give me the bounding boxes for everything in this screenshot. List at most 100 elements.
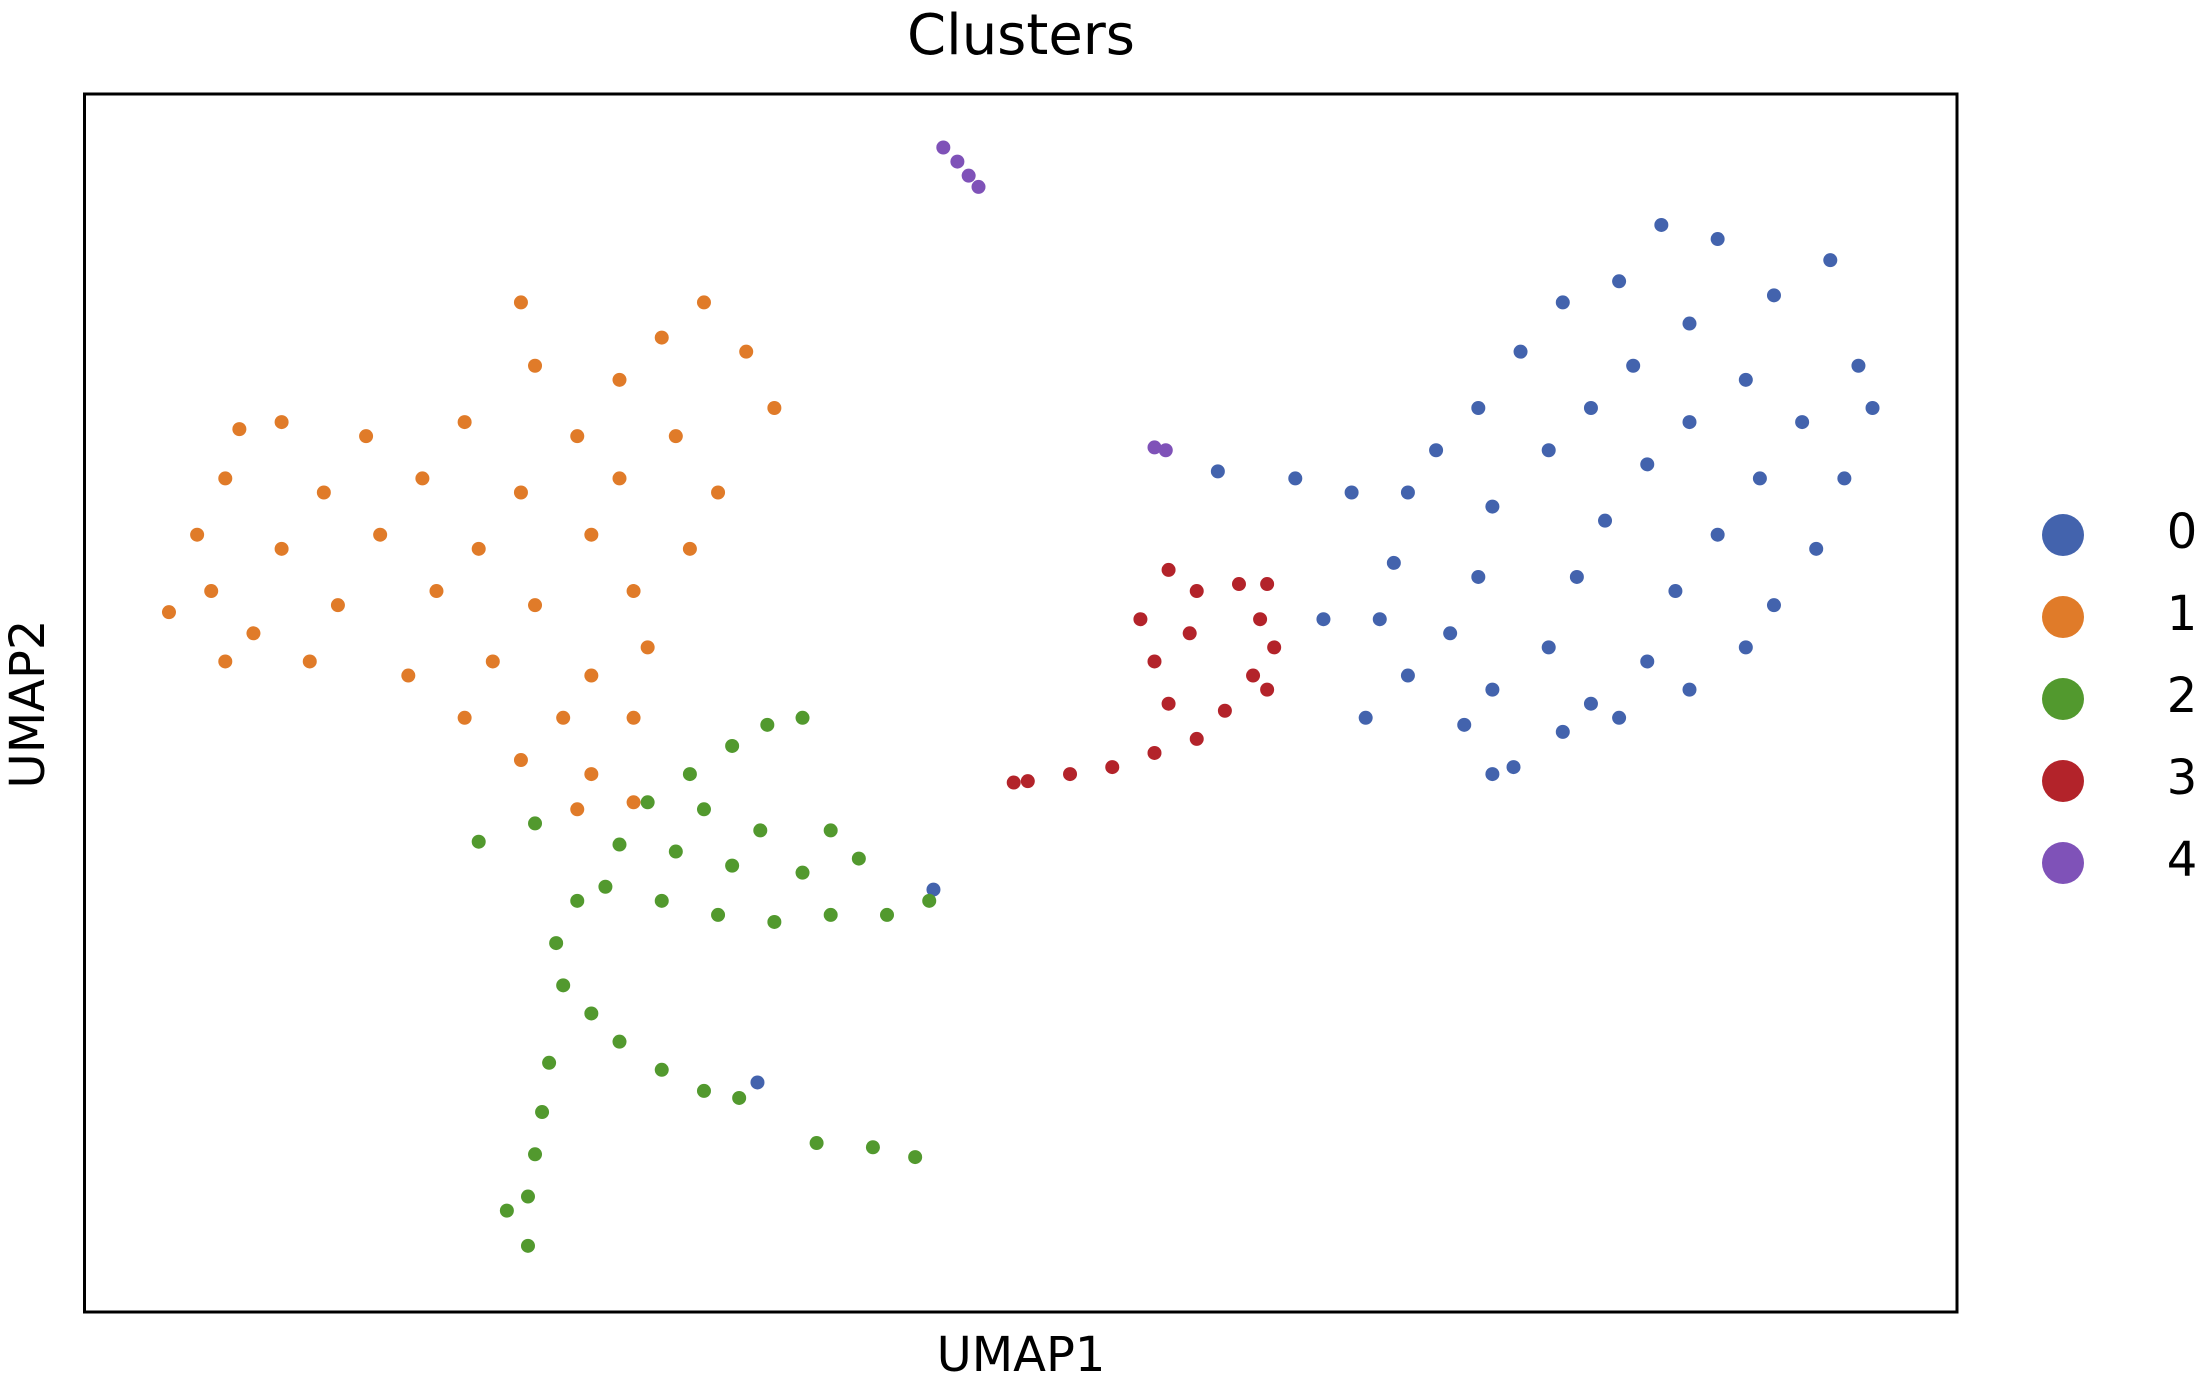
point bbox=[654, 330, 669, 345]
point bbox=[1471, 569, 1486, 584]
point bbox=[809, 1136, 824, 1151]
point bbox=[922, 893, 937, 908]
point bbox=[1583, 401, 1598, 416]
point bbox=[513, 485, 528, 500]
point bbox=[1316, 612, 1331, 627]
point bbox=[725, 738, 740, 753]
point bbox=[1471, 401, 1486, 416]
point bbox=[767, 914, 782, 929]
chart-title: Clusters bbox=[907, 3, 1135, 68]
point bbox=[190, 527, 205, 542]
point bbox=[1158, 443, 1173, 458]
point bbox=[1147, 654, 1162, 669]
point bbox=[654, 893, 669, 908]
point bbox=[1710, 527, 1725, 542]
point bbox=[1161, 696, 1176, 711]
point bbox=[528, 1147, 543, 1162]
legend-marker bbox=[2042, 842, 2084, 884]
point bbox=[598, 879, 613, 894]
point bbox=[1682, 316, 1697, 331]
point bbox=[274, 415, 289, 430]
legend-marker bbox=[2042, 678, 2084, 720]
point bbox=[1682, 682, 1697, 697]
point bbox=[1147, 745, 1162, 760]
legend-label: 1 bbox=[2167, 586, 2198, 642]
legend-label: 2 bbox=[2167, 668, 2198, 724]
point bbox=[1429, 443, 1444, 458]
point bbox=[961, 168, 976, 183]
point bbox=[485, 654, 500, 669]
point bbox=[1246, 668, 1261, 683]
point bbox=[161, 605, 176, 620]
point bbox=[1443, 626, 1458, 641]
point bbox=[457, 415, 472, 430]
point bbox=[556, 978, 571, 993]
point bbox=[753, 823, 768, 838]
point bbox=[1372, 612, 1387, 627]
point bbox=[316, 485, 331, 500]
point bbox=[926, 882, 941, 897]
point bbox=[1654, 217, 1669, 232]
point bbox=[865, 1140, 880, 1155]
point bbox=[950, 154, 965, 169]
point bbox=[823, 907, 838, 922]
point bbox=[570, 429, 585, 444]
point bbox=[626, 584, 641, 599]
points bbox=[161, 140, 1880, 1253]
point bbox=[1189, 584, 1204, 599]
point bbox=[528, 598, 543, 613]
legend: 0 1 2 3 4 bbox=[2042, 504, 2197, 888]
point bbox=[1837, 471, 1852, 486]
point bbox=[1485, 682, 1500, 697]
point bbox=[584, 527, 599, 542]
point bbox=[513, 753, 528, 768]
point bbox=[612, 372, 627, 387]
point bbox=[1541, 640, 1556, 655]
point bbox=[1738, 372, 1753, 387]
point bbox=[1400, 485, 1415, 500]
y-axis-label: UMAP2 bbox=[0, 620, 56, 789]
point bbox=[471, 834, 486, 849]
point bbox=[1386, 555, 1401, 570]
point bbox=[415, 471, 430, 486]
point bbox=[1260, 577, 1275, 592]
point bbox=[1583, 696, 1598, 711]
point bbox=[1823, 253, 1838, 268]
point bbox=[711, 485, 726, 500]
point bbox=[1105, 760, 1120, 775]
point bbox=[542, 1055, 557, 1070]
point bbox=[1133, 612, 1148, 627]
legend-marker bbox=[2042, 760, 2084, 802]
point bbox=[1569, 569, 1584, 584]
point bbox=[232, 422, 247, 437]
point bbox=[528, 816, 543, 831]
point bbox=[1210, 464, 1225, 479]
point bbox=[528, 358, 543, 373]
point bbox=[1626, 358, 1641, 373]
point bbox=[457, 710, 472, 725]
point bbox=[429, 584, 444, 599]
point bbox=[1485, 767, 1500, 782]
point bbox=[739, 344, 754, 359]
point bbox=[760, 717, 775, 732]
point bbox=[682, 541, 697, 556]
point bbox=[1612, 274, 1627, 289]
point bbox=[1640, 654, 1655, 669]
legend-label: 0 bbox=[2167, 504, 2198, 560]
point bbox=[1231, 577, 1246, 592]
point bbox=[626, 795, 641, 810]
point bbox=[1182, 626, 1197, 641]
point bbox=[696, 802, 711, 817]
point bbox=[851, 851, 866, 866]
point bbox=[513, 295, 528, 310]
point bbox=[570, 893, 585, 908]
point bbox=[795, 710, 810, 725]
point bbox=[1217, 703, 1232, 718]
point bbox=[668, 429, 683, 444]
point bbox=[1710, 232, 1725, 247]
legend-label: 3 bbox=[2167, 750, 2198, 806]
point bbox=[1485, 499, 1500, 514]
point bbox=[330, 598, 345, 613]
point bbox=[1506, 760, 1521, 775]
